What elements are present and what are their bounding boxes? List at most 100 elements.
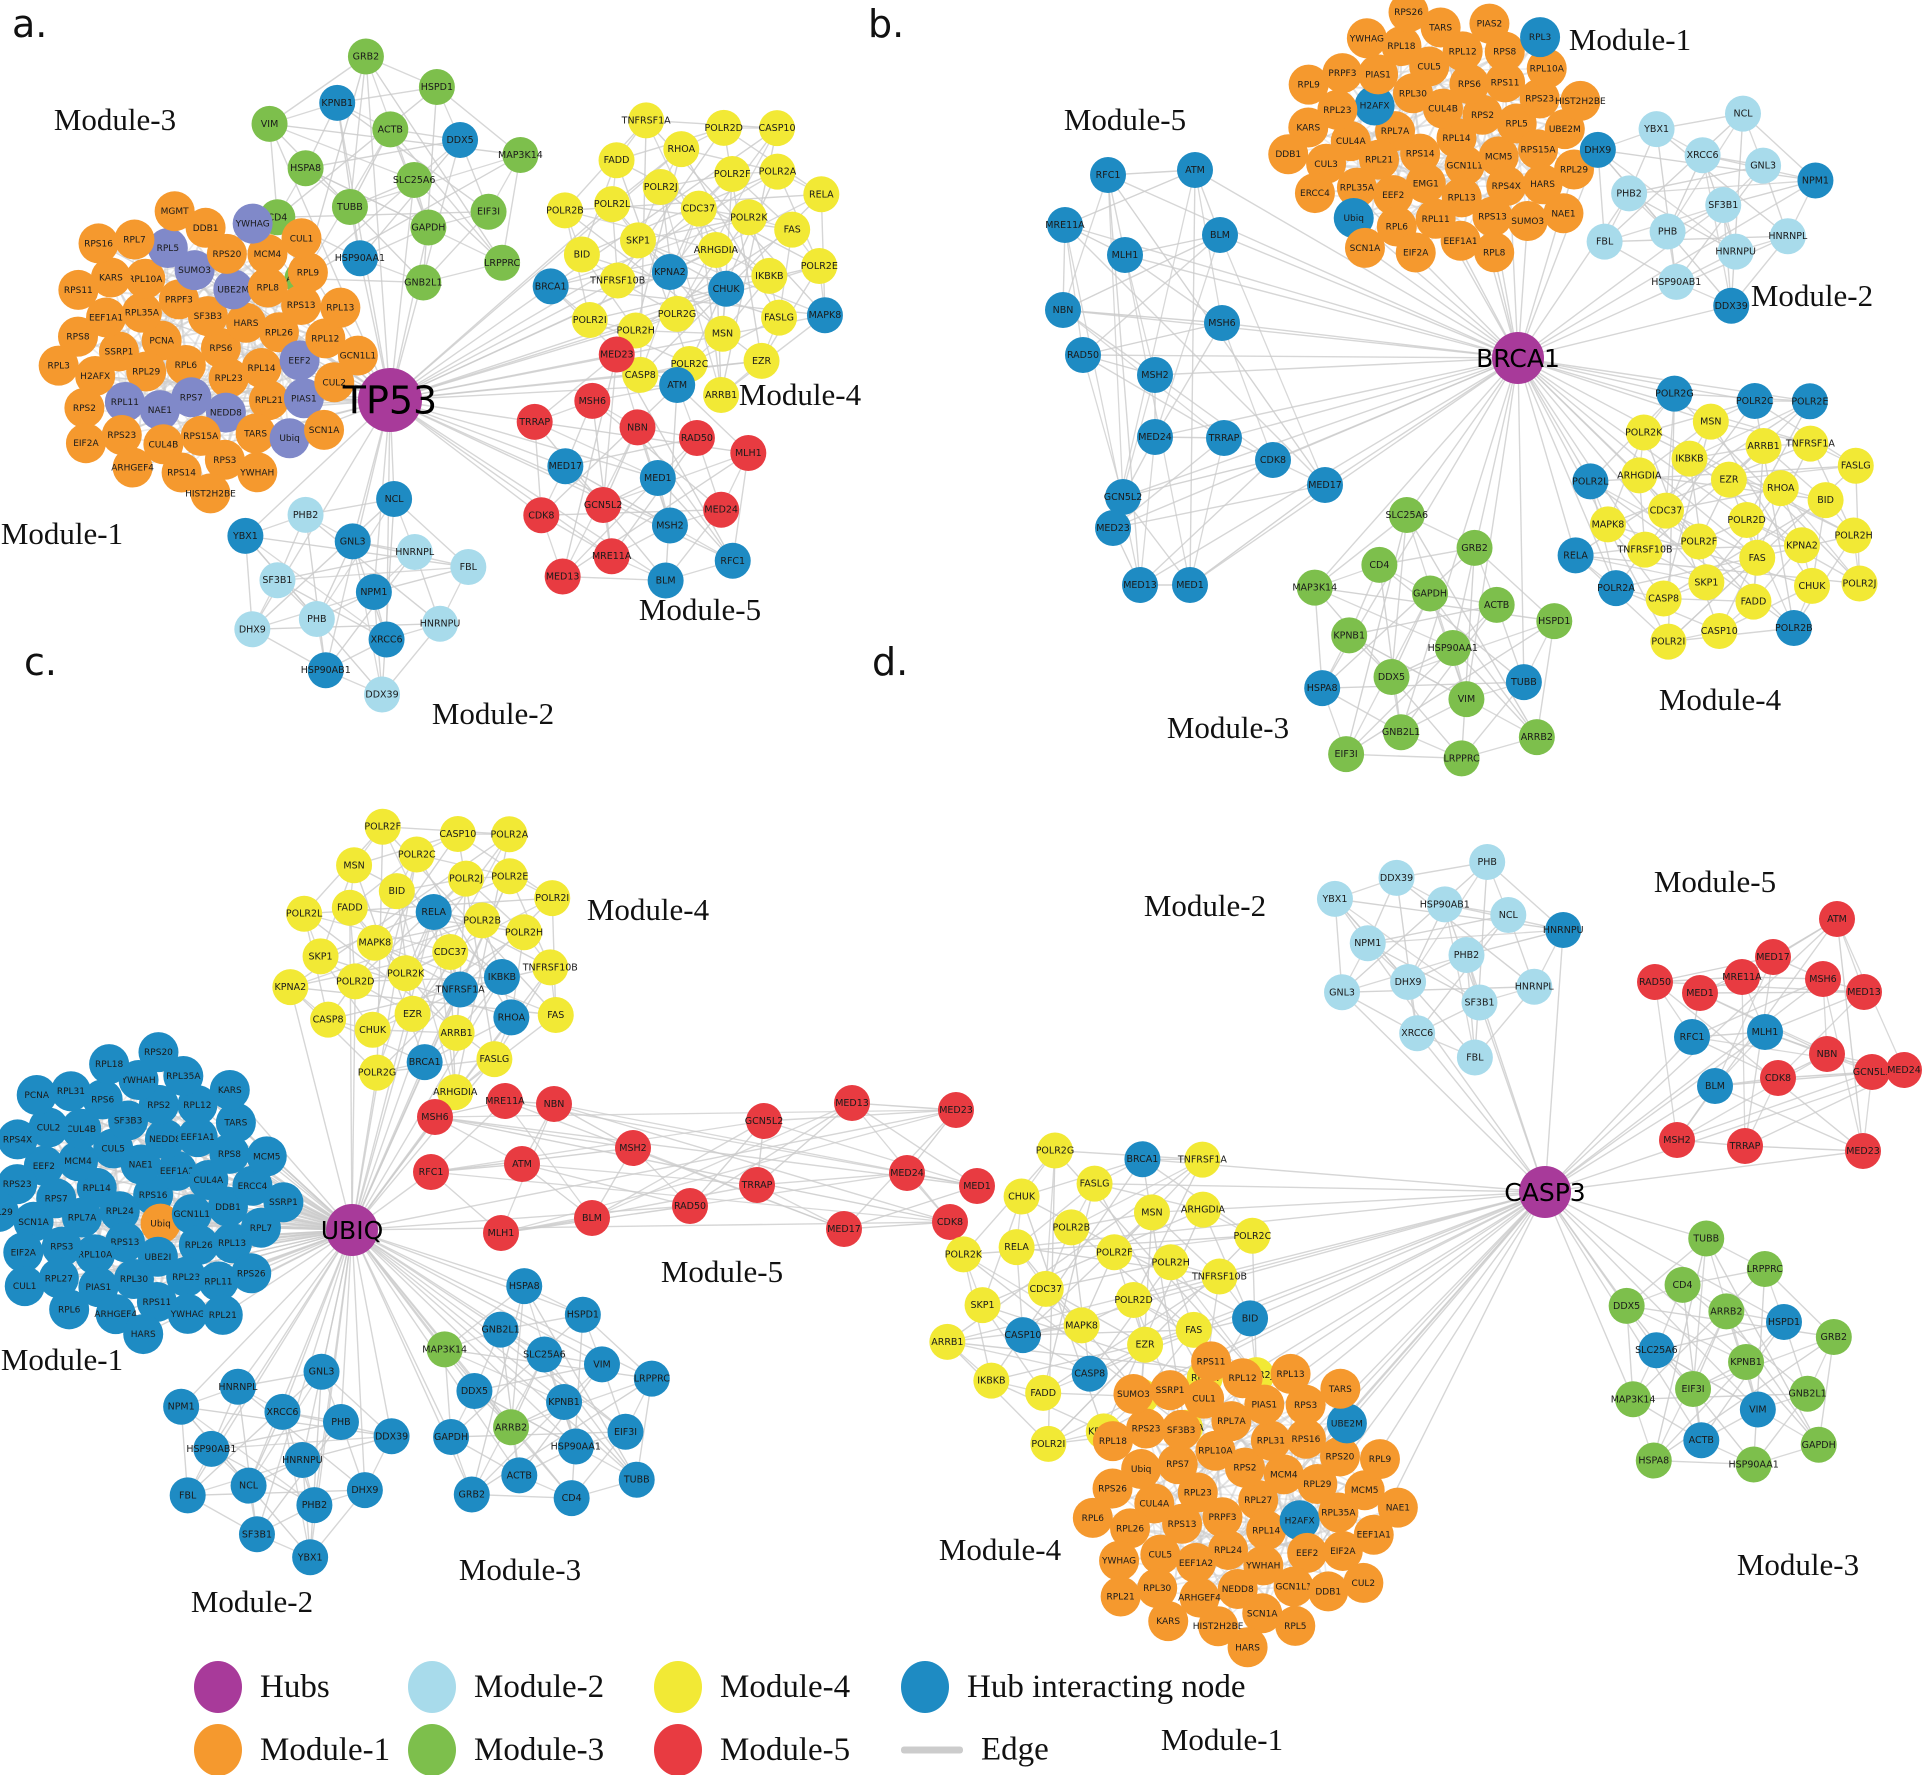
- node-MRE11A[interactable]: [593, 538, 630, 575]
- node-ACTB[interactable]: [372, 111, 409, 148]
- hub-TP53[interactable]: [358, 368, 422, 432]
- node-TRRAP[interactable]: [1727, 1128, 1763, 1164]
- node-RPL8[interactable]: [1474, 232, 1515, 273]
- node-YWHAG[interactable]: [1346, 18, 1387, 59]
- node-CUL2[interactable]: [1343, 1562, 1384, 1603]
- node-HSP90AA1[interactable]: [1434, 630, 1471, 666]
- node-RELA[interactable]: [803, 176, 840, 213]
- node-MAPK8[interactable]: [356, 924, 393, 961]
- node-RPS6[interactable]: [200, 328, 241, 368]
- node-POLR2J[interactable]: [642, 168, 679, 205]
- node-RPS7[interactable]: [171, 377, 212, 418]
- node-RPL7[interactable]: [114, 219, 155, 260]
- node-POLR2J[interactable]: [1841, 565, 1878, 602]
- node-RAD50[interactable]: [672, 1188, 708, 1224]
- node-POLR2C[interactable]: [1234, 1217, 1271, 1254]
- node-POLR2G[interactable]: [1036, 1132, 1073, 1169]
- node-XRCC6[interactable]: [368, 621, 405, 658]
- node-VIM[interactable]: [583, 1346, 620, 1383]
- node-RAD50[interactable]: [678, 419, 715, 456]
- node-MAP3K14[interactable]: [502, 137, 539, 174]
- node-NCL[interactable]: [1724, 95, 1761, 132]
- node-PRPF3[interactable]: [158, 279, 199, 320]
- node-RPL5[interactable]: [147, 228, 188, 269]
- node-HSPA8[interactable]: [1635, 1442, 1672, 1479]
- node-CHUK[interactable]: [1794, 567, 1831, 604]
- node-HIST2H2BE[interactable]: [1560, 80, 1601, 121]
- node-GRB2[interactable]: [1815, 1319, 1852, 1356]
- node-RFC1[interactable]: [1090, 157, 1126, 193]
- node-RPL11[interactable]: [104, 381, 145, 422]
- node-NCL[interactable]: [230, 1467, 267, 1504]
- node-SLC25A6[interactable]: [526, 1336, 563, 1373]
- node-MED24[interactable]: [1137, 419, 1173, 455]
- node-DDX5[interactable]: [456, 1372, 493, 1409]
- node-RPL31[interactable]: [50, 1071, 91, 1112]
- node-BID[interactable]: [378, 873, 415, 910]
- node-SUMO3[interactable]: [1113, 1374, 1154, 1415]
- node-SF3B3[interactable]: [1161, 1409, 1202, 1450]
- node-TUBB[interactable]: [1505, 664, 1542, 701]
- node-PIAS1[interactable]: [283, 378, 324, 419]
- node-DDX5[interactable]: [442, 121, 479, 158]
- node-EZR[interactable]: [1710, 461, 1747, 498]
- node-HIST2H2BE[interactable]: [1198, 1606, 1239, 1647]
- node-FAS[interactable]: [1175, 1311, 1212, 1348]
- node-RPL10A[interactable]: [1526, 48, 1567, 89]
- node-POLR2K[interactable]: [945, 1236, 982, 1273]
- node-POLR2A[interactable]: [759, 153, 796, 190]
- node-H2AFX[interactable]: [75, 356, 116, 397]
- node-MSH6[interactable]: [1204, 305, 1240, 341]
- node-RPL5[interactable]: [1275, 1605, 1316, 1646]
- node-PRPF3[interactable]: [1322, 53, 1363, 94]
- node-IKBKB[interactable]: [751, 257, 788, 294]
- node-HSP90AA1[interactable]: [341, 240, 378, 277]
- node-NCL[interactable]: [376, 481, 413, 518]
- node-NBN[interactable]: [1809, 1036, 1845, 1072]
- node-UBE2M[interactable]: [213, 269, 254, 310]
- hub-BRCA1[interactable]: [1492, 332, 1544, 384]
- node-FAS[interactable]: [537, 997, 574, 1034]
- node-BID[interactable]: [1232, 1300, 1269, 1337]
- node-TNFRSF1A[interactable]: [628, 102, 665, 139]
- node-TNFRSF10B[interactable]: [1201, 1258, 1238, 1295]
- node-POLR2I[interactable]: [1650, 623, 1687, 660]
- node-PIAS1[interactable]: [1358, 54, 1399, 95]
- node-ATM[interactable]: [504, 1146, 540, 1182]
- node-RPL10A[interactable]: [75, 1234, 116, 1275]
- node-VIM[interactable]: [1448, 681, 1485, 718]
- node-ARHGDIA[interactable]: [1184, 1191, 1221, 1228]
- node-SSRP1[interactable]: [98, 331, 139, 372]
- node-RPL8[interactable]: [247, 267, 288, 308]
- node-GNL3[interactable]: [1324, 974, 1361, 1011]
- node-RPL23[interactable]: [1177, 1472, 1218, 1513]
- node-RPL3[interactable]: [38, 345, 79, 386]
- node-RPS3[interactable]: [41, 1226, 82, 1267]
- node-FBL[interactable]: [1586, 223, 1623, 260]
- node-GCN5L2[interactable]: [1854, 1054, 1890, 1090]
- node-NEDD8[interactable]: [144, 1118, 185, 1159]
- node-KPNA2[interactable]: [272, 969, 309, 1006]
- node-MSH2[interactable]: [651, 507, 688, 544]
- node-SF3B1[interactable]: [1705, 187, 1742, 223]
- node-HNRNPL[interactable]: [1516, 968, 1553, 1005]
- node-GNL3[interactable]: [334, 523, 371, 560]
- node-ATM[interactable]: [1177, 152, 1213, 188]
- node-MSN[interactable]: [704, 315, 741, 352]
- node-RPS23[interactable]: [1519, 78, 1560, 119]
- node-PCNA[interactable]: [141, 320, 182, 361]
- node-LRPPRC[interactable]: [484, 244, 521, 281]
- node-MED23[interactable]: [938, 1092, 974, 1128]
- node-TNFRSF10B[interactable]: [1627, 531, 1664, 568]
- node-CUL1[interactable]: [281, 218, 322, 259]
- node-LRPPRC[interactable]: [1746, 1251, 1783, 1288]
- node-MLH1[interactable]: [483, 1215, 519, 1251]
- node-YWHAH[interactable]: [237, 452, 278, 493]
- node-RPS11[interactable]: [58, 269, 99, 310]
- node-MED1[interactable]: [639, 460, 676, 496]
- node-RPL18[interactable]: [1092, 1421, 1133, 1462]
- node-SKP1[interactable]: [964, 1287, 1001, 1324]
- node-GNB2L1[interactable]: [405, 264, 442, 301]
- node-MED24[interactable]: [1886, 1052, 1922, 1088]
- node-FADD[interactable]: [1735, 583, 1772, 620]
